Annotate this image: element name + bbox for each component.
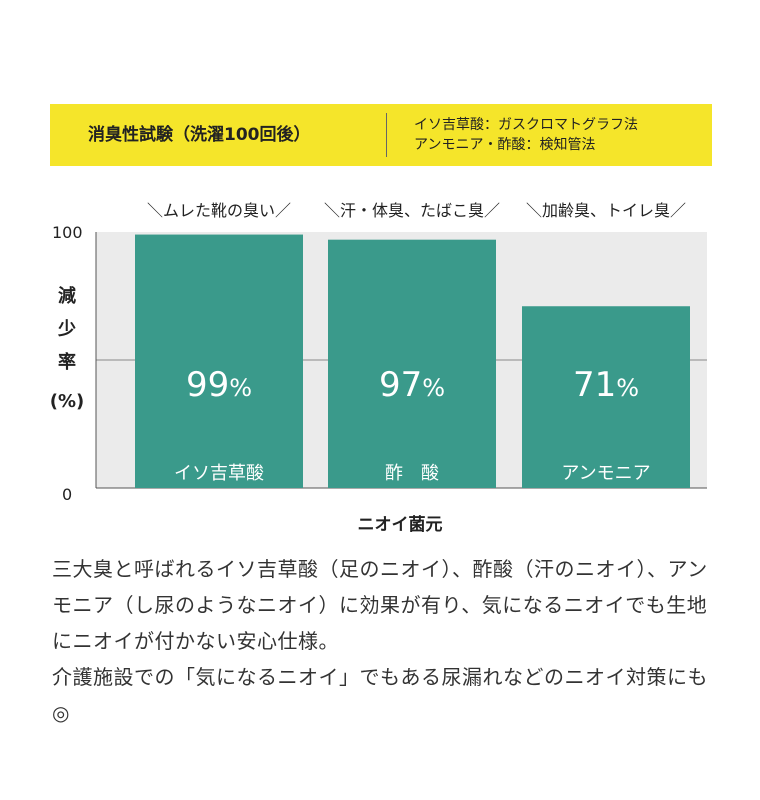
bar-caption-2: ＼汗・体臭、たばこ臭／ <box>324 201 500 220</box>
category-label-2: 酢 酸 <box>385 463 439 484</box>
bar-caption-3: ＼加齢臭、トイレ臭／ <box>526 201 686 220</box>
description-paragraph-1: 三大臭と呼ばれるイソ吉草酸（足のニオイ）、酢酸（汗のニオイ）、アンモニア（し尿の… <box>52 557 708 653</box>
x-axis-label: ニオイ菌元 <box>358 515 443 535</box>
bar-2 <box>328 239 496 488</box>
category-label-3: アンモニア <box>561 463 650 484</box>
bar-value-label-3: 71% <box>573 365 639 405</box>
description: 三大臭と呼ばれるイソ吉草酸（足のニオイ）、酢酸（汗のニオイ）、アンモニア（し尿の… <box>52 551 712 731</box>
y-axis-label-part: 率 <box>58 351 76 373</box>
bar-caption-1: ＼ムレた靴の臭い／ <box>147 201 291 220</box>
bar-3 <box>522 306 690 488</box>
description-paragraph-2: 介護施設での「気になるニオイ」でもある尿漏れなどのニオイ対策にも◎ <box>52 665 708 725</box>
banner-methods: イソ吉草酸：ガスクロマトグラフ法 アンモニア・酢酸：検知管法 <box>414 115 638 155</box>
bar-value-label-1: 99% <box>186 365 252 405</box>
method-line-2: アンモニア・酢酸：検知管法 <box>414 137 596 153</box>
test-banner: 消臭性試験（洗濯100回後） イソ吉草酸：ガスクロマトグラフ法 アンモニア・酢酸… <box>50 104 712 166</box>
category-label-1: イソ吉草酸 <box>174 463 264 484</box>
y-tick-0: 0 <box>62 485 72 504</box>
banner-divider <box>386 113 387 157</box>
y-axis-label-part: 減 <box>58 285 76 307</box>
y-axis-label-part: (%) <box>50 391 85 412</box>
method-line-1: イソ吉草酸：ガスクロマトグラフ法 <box>414 117 638 133</box>
y-tick-100: 100 <box>52 223 83 242</box>
bar-1 <box>135 234 303 488</box>
bar-value-label-2: 97% <box>379 365 445 405</box>
chart-svg: 100 0 減少率 (%) 99% イソ吉草酸 ＼ムレた靴の臭い／ 97% 酢 酸 ＼汗・体臭、た… <box>50 201 707 535</box>
banner-title: 消臭性試験（洗濯100回後） <box>88 125 311 145</box>
y-axis-label-part: 少 <box>57 319 76 340</box>
deodorant-chart: 100 0 減少率 (%) 99% イソ吉草酸 ＼ムレた靴の臭い／ 97% 酢 酸 ＼汗・体臭、た… <box>0 190 760 550</box>
